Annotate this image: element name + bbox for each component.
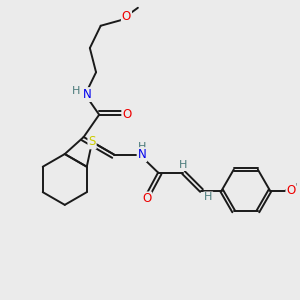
Text: O: O	[122, 10, 131, 23]
Text: H: H	[138, 142, 146, 152]
Text: O: O	[286, 184, 296, 197]
Text: S: S	[88, 135, 96, 148]
Text: N: N	[83, 88, 92, 101]
Text: H: H	[204, 192, 212, 203]
Text: H: H	[179, 160, 187, 170]
Text: O: O	[122, 108, 132, 121]
Text: H: H	[72, 86, 81, 96]
Text: N: N	[138, 148, 146, 161]
Text: O: O	[142, 192, 151, 206]
